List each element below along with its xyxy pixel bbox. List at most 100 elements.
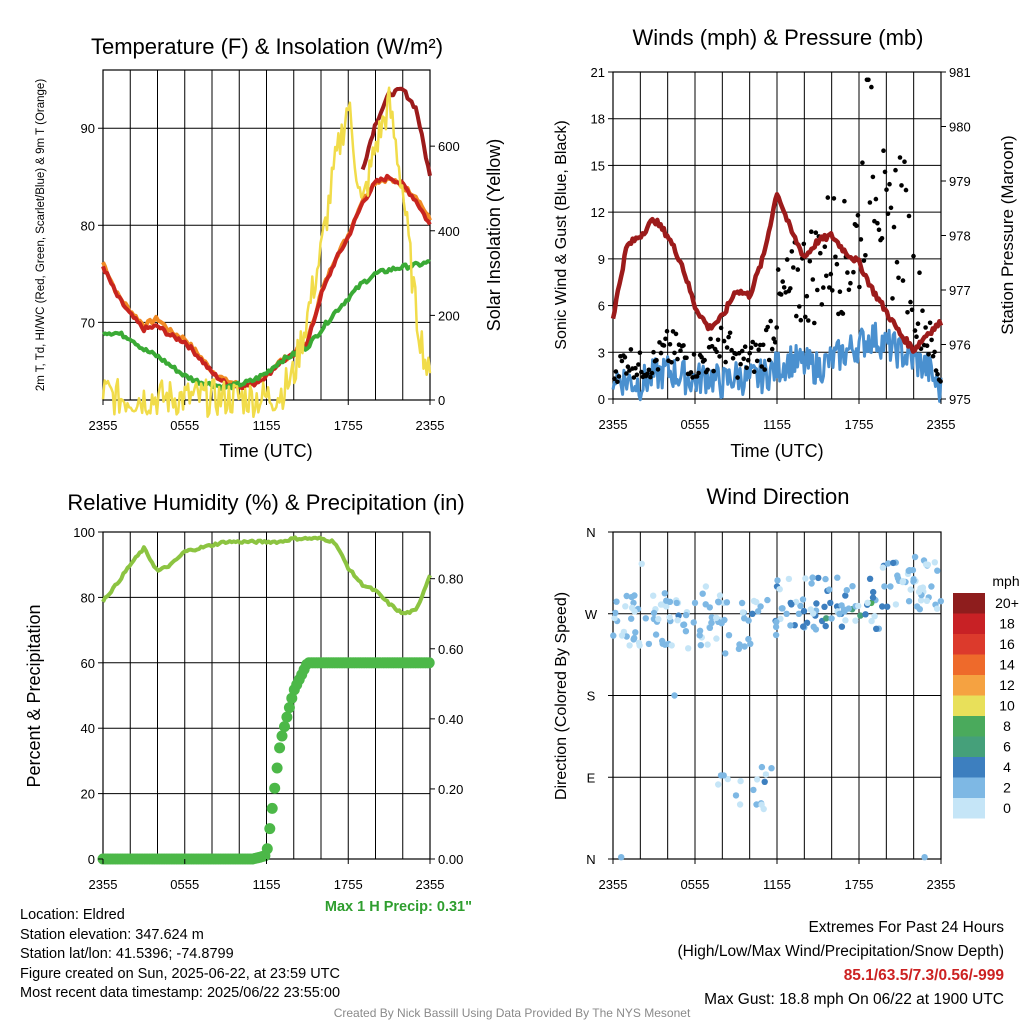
temp-x-tick-label: 0555 <box>170 418 199 433</box>
wind-gust-point <box>739 348 745 354</box>
wind-gust-point <box>911 253 916 259</box>
wind-y-tick-label: 12 <box>591 205 605 220</box>
direction-point <box>753 598 760 606</box>
wind-gust-point <box>821 285 826 290</box>
direction-point <box>772 623 780 631</box>
wind-gust-point <box>876 227 882 233</box>
rh-y-tick-label: 0 <box>88 852 95 867</box>
wind-gust-point <box>881 148 886 153</box>
wind-series <box>610 77 944 403</box>
direction-point <box>881 583 888 590</box>
direction-point <box>753 776 761 783</box>
wind-y-tick-label: 3 <box>598 345 605 360</box>
direction-point <box>704 641 711 648</box>
wind-gust-point <box>664 328 670 334</box>
wind-gust-point <box>927 320 933 326</box>
wind-y-axis-label: Sonic Wind & Gust (Blue, Black) <box>553 120 570 349</box>
temp-title: Temperature (F) & Insolation (W/m²) <box>91 34 443 59</box>
wind-gust-point <box>723 359 728 365</box>
wind-gust-point <box>884 187 889 192</box>
wind-gust-point <box>920 308 925 314</box>
direction-point <box>792 598 800 606</box>
direction-point <box>890 559 897 567</box>
info-location: Location: Eldred <box>20 907 125 923</box>
direction-point <box>661 590 668 597</box>
direction-point <box>810 610 817 617</box>
rh-y2-tick-label: 0.80 <box>438 572 463 587</box>
wind-gust-point <box>673 331 679 337</box>
direction-point <box>611 614 618 622</box>
wind-y2-tick-label: 976 <box>949 338 971 353</box>
wind-gust-point <box>809 229 814 234</box>
direction-point <box>747 640 754 647</box>
legend-level-label: 16 <box>999 636 1015 652</box>
direction-point <box>757 603 764 610</box>
wind-gust-point <box>648 374 653 380</box>
wind-gust-point <box>804 293 810 299</box>
direction-y-tick-label: E <box>587 770 596 785</box>
precip-point <box>281 711 293 723</box>
wind-gust-point <box>780 279 785 284</box>
rh-series <box>97 535 435 865</box>
direction-point <box>715 599 722 606</box>
wind-gust-point <box>691 352 697 357</box>
direction-point <box>887 583 894 590</box>
direction-point <box>623 592 630 600</box>
wind-gust-point <box>729 347 734 353</box>
wind-gust-point <box>634 372 640 378</box>
wind-gust-point <box>822 244 828 249</box>
direction-point <box>802 575 809 582</box>
direction-point <box>618 854 625 861</box>
wind-gust-point <box>833 254 838 260</box>
direction-point <box>813 600 820 607</box>
legend-level-label: 10 <box>999 698 1015 714</box>
precip-point <box>269 782 281 794</box>
wind-gust-point <box>754 358 760 364</box>
wind-ticks: 2355 0555 1155 1755 2355 0 3 6 9 12 15 18 21 975 976 97… <box>591 65 971 432</box>
direction-point <box>809 574 816 581</box>
wind-gust-point <box>848 280 853 286</box>
direction-point <box>822 622 829 630</box>
wind-gust-point <box>741 356 746 362</box>
wind-gust-point <box>750 339 755 345</box>
wind-gust-point <box>906 213 912 219</box>
wind-gust-point <box>678 348 683 354</box>
wind-gust-point <box>837 289 843 295</box>
direction-point <box>776 586 783 593</box>
direction-x-tick-label: 2355 <box>599 877 628 892</box>
wind-gust-point <box>797 304 802 309</box>
wind-gust-point <box>903 187 909 193</box>
wind-gust-point <box>788 286 793 291</box>
direction-gridlines <box>613 531 941 860</box>
direction-y-tick-label: S <box>587 689 596 704</box>
direction-point <box>708 619 715 627</box>
wind-gust-point <box>789 249 795 254</box>
wind-gust-point <box>622 355 628 360</box>
direction-point <box>750 786 757 794</box>
direction-point <box>696 632 703 639</box>
direction-point <box>713 614 720 621</box>
direction-point <box>787 622 794 629</box>
wind-gust-point <box>624 371 629 376</box>
legend-swatch <box>953 798 985 819</box>
wind-gust-point <box>645 371 650 377</box>
wind-gust-point <box>646 367 652 373</box>
direction-point <box>799 596 807 603</box>
direction-point <box>736 801 744 808</box>
rh-x-tick-label: 2355 <box>89 877 118 892</box>
direction-point <box>655 615 662 623</box>
rh-y2-tick-label: 0.20 <box>438 782 463 797</box>
legend-level-label: 2 <box>1003 780 1011 796</box>
wind-gust-point <box>812 320 817 326</box>
direction-point <box>800 623 807 630</box>
wind-gust-point <box>681 343 686 348</box>
temp-y2-tick-label: 400 <box>438 224 460 239</box>
direction-point <box>772 631 780 639</box>
wind-gust-point <box>721 338 727 344</box>
direction-point <box>716 592 724 599</box>
wind-gust-point <box>651 349 656 355</box>
wind-gust-point <box>798 317 804 323</box>
wind-gust-point <box>715 337 721 343</box>
direction-title: Wind Direction <box>706 484 849 509</box>
direction-point <box>907 586 914 593</box>
